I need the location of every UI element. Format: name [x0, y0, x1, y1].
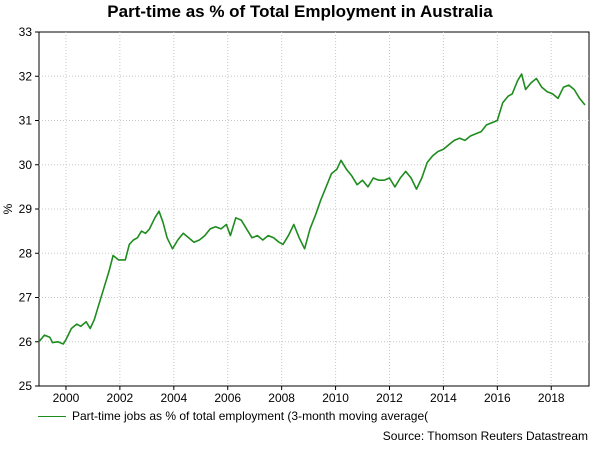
x-tick-label: 2002: [107, 391, 134, 405]
y-tick-label: 31: [19, 114, 33, 128]
y-tick-label: 30: [19, 158, 33, 172]
source-note: Source: Thomson Reuters Datastream: [382, 429, 588, 443]
x-tick-label: 2014: [430, 391, 457, 405]
y-tick-label: 28: [19, 246, 33, 260]
x-tick-label: 2004: [160, 391, 187, 405]
y-tick-label: 25: [19, 379, 33, 393]
y-tick-label: 26: [19, 335, 33, 349]
y-tick-label: 29: [19, 202, 33, 216]
legend: Part-time jobs as % of total employment …: [38, 409, 428, 423]
x-tick-label: 2010: [322, 391, 349, 405]
y-tick-label: 32: [19, 69, 33, 83]
chart-title: Part-time as % of Total Employment in Au…: [107, 2, 493, 21]
legend-label: Part-time jobs as % of total employment …: [72, 409, 429, 423]
y-tick-label: 27: [19, 291, 33, 305]
x-tick-label: 2012: [376, 391, 403, 405]
x-tick-label: 2006: [214, 391, 241, 405]
x-tick-label: 2008: [268, 391, 295, 405]
legend-swatch: [38, 415, 66, 417]
y-axis-label: %: [1, 203, 15, 214]
y-tick-label: 33: [19, 25, 33, 39]
plot-frame: [38, 31, 590, 387]
series-line-0: [38, 73, 586, 345]
x-tick-label: 2018: [538, 391, 565, 405]
x-tick-label: 2000: [53, 391, 80, 405]
x-tick-label: 2016: [484, 391, 511, 405]
